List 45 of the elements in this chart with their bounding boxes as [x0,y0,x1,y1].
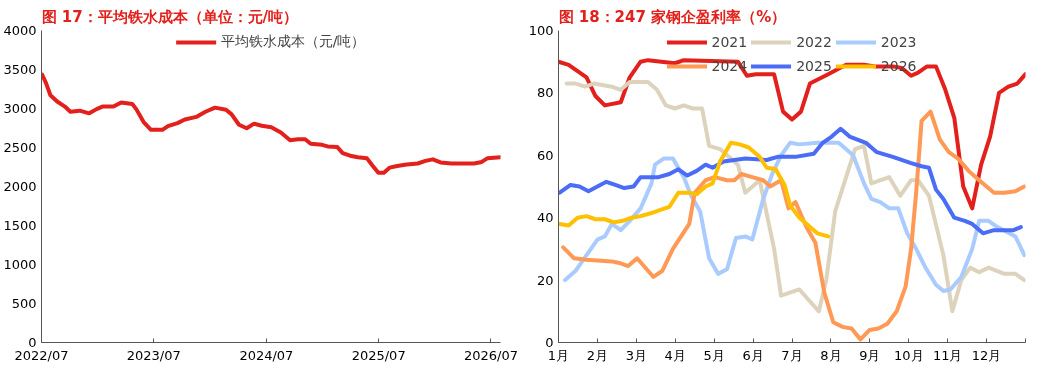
legend-label: 2023 [880,34,917,50]
chart-title: 图 18：247 家钢企盈利率（%） [558,7,787,26]
y-tick-label: 1000 [3,257,37,272]
y-tick-label: 60 [536,147,554,163]
line-series [563,140,1026,294]
line-series [558,58,1026,211]
x-tick-label: 10月 [893,347,924,363]
y-tick-label: 2000 [3,179,37,194]
y-tick-label: 3500 [3,62,37,77]
x-tick-label: 4月 [664,347,686,363]
x-tick-label: 2022/07 [14,347,69,363]
line-series [564,79,1026,314]
y-tick-label: 80 [536,85,554,101]
y-tick-label: 1500 [3,218,37,233]
legend-label: 2025 [796,58,832,74]
x-tick-label: 12月 [971,347,1002,363]
y-tick-label: 20 [536,272,554,288]
line-series [41,72,501,175]
x-tick-label: 7月 [781,347,803,363]
legend-label: 平均铁水成本（元/吨） [220,33,366,51]
x-tick-label: 2024/07 [239,347,294,363]
chart-title: 图 17：平均铁水成本（单位：元/吨） [41,7,299,26]
y-tick-label: 100 [528,23,554,38]
x-tick-label: 2025/07 [351,347,406,363]
x-tick-label: 2023/07 [126,347,181,363]
x-tick-label: 8月 [820,347,842,363]
y-tick-label: 40 [536,210,554,226]
line-series [558,140,831,239]
line-series [558,126,1023,236]
y-tick-label: 4000 [3,23,37,38]
y-tick-label: 0 [545,335,554,350]
x-tick-label: 3月 [625,347,647,363]
y-tick-label: 2500 [3,140,37,155]
x-tick-label: 2026/07 [463,347,518,363]
x-tick-label: 2月 [586,347,609,363]
x-tick-label: 11月 [932,347,963,363]
y-tick-label: 3000 [3,101,37,116]
x-tick-label: 6月 [742,347,764,363]
x-tick-label: 1月 [547,347,570,363]
x-tick-label: 9月 [859,347,881,363]
y-tick-label: 0 [28,335,37,350]
legend-label: 2022 [796,34,832,50]
y-tick-label: 500 [11,296,37,311]
x-tick-label: 5月 [703,347,725,363]
legend-label: 2021 [711,34,748,50]
